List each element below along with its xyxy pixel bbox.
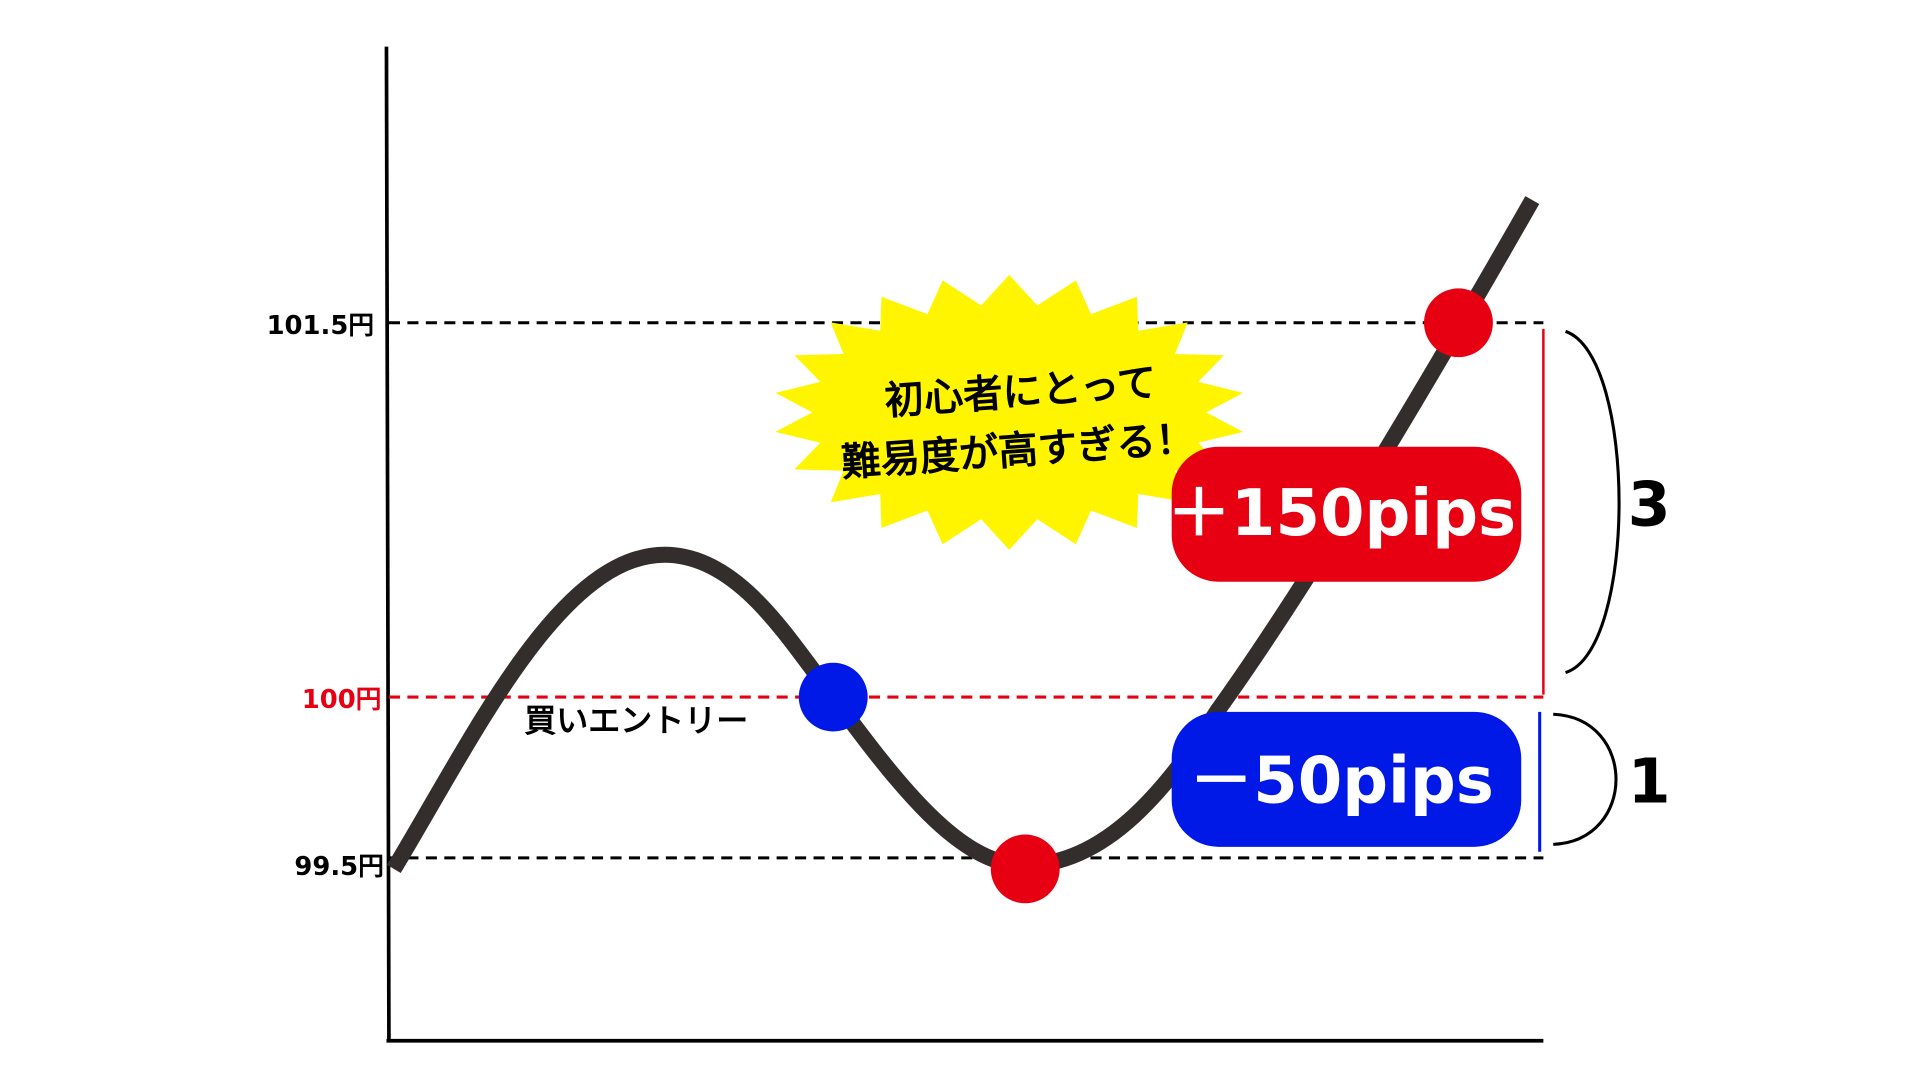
loss-badge bbox=[1171, 711, 1522, 847]
entry-point bbox=[798, 662, 868, 732]
profit-badge bbox=[1171, 446, 1522, 582]
profit-badge-label: ＋150pips bbox=[1167, 477, 1516, 551]
reward-ratio: 3 bbox=[1628, 469, 1671, 540]
stop-loss-point bbox=[990, 834, 1060, 904]
risk-brace bbox=[1553, 712, 1618, 846]
level-label-100: 100円 bbox=[302, 685, 382, 715]
take-profit-point bbox=[1424, 288, 1493, 358]
level-label-101-5: 101.5円 bbox=[267, 311, 375, 341]
reward-brace bbox=[1565, 329, 1621, 675]
entry-label: 買いエントリー bbox=[524, 701, 748, 739]
loss-badge-label: －50pips bbox=[1189, 745, 1494, 819]
y-axis bbox=[384, 46, 391, 1041]
callout-starburst bbox=[775, 274, 1244, 550]
level-label-99-5: 99.5円 bbox=[294, 852, 384, 882]
risk-ratio: 1 bbox=[1628, 747, 1671, 818]
